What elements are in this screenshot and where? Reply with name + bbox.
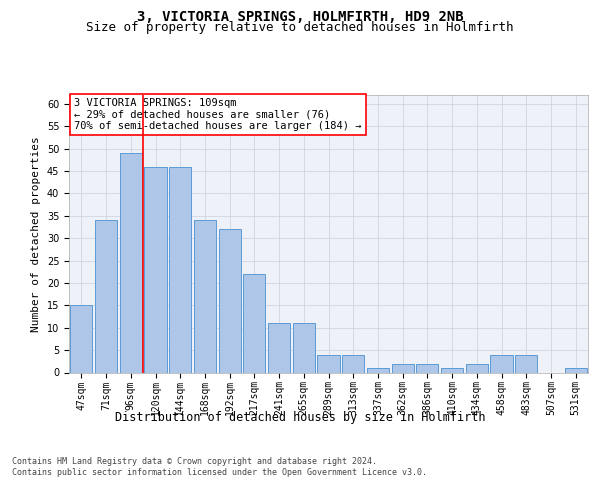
Bar bbox=[169, 166, 191, 372]
Bar bbox=[194, 220, 216, 372]
Bar bbox=[515, 354, 538, 372]
Y-axis label: Number of detached properties: Number of detached properties bbox=[31, 136, 41, 332]
Bar bbox=[218, 230, 241, 372]
Text: Contains HM Land Registry data © Crown copyright and database right 2024.
Contai: Contains HM Land Registry data © Crown c… bbox=[12, 458, 427, 477]
Bar bbox=[145, 166, 167, 372]
Text: Size of property relative to detached houses in Holmfirth: Size of property relative to detached ho… bbox=[86, 22, 514, 35]
Bar bbox=[243, 274, 265, 372]
Text: 3, VICTORIA SPRINGS, HOLMFIRTH, HD9 2NB: 3, VICTORIA SPRINGS, HOLMFIRTH, HD9 2NB bbox=[137, 10, 463, 24]
Bar bbox=[293, 324, 315, 372]
Bar bbox=[317, 354, 340, 372]
Bar bbox=[565, 368, 587, 372]
Bar bbox=[490, 354, 512, 372]
Bar bbox=[95, 220, 117, 372]
Bar bbox=[70, 306, 92, 372]
Bar bbox=[119, 153, 142, 372]
Bar bbox=[466, 364, 488, 372]
Bar bbox=[416, 364, 439, 372]
Bar bbox=[268, 324, 290, 372]
Bar bbox=[441, 368, 463, 372]
Text: 3 VICTORIA SPRINGS: 109sqm
← 29% of detached houses are smaller (76)
70% of semi: 3 VICTORIA SPRINGS: 109sqm ← 29% of deta… bbox=[74, 98, 362, 131]
Bar bbox=[342, 354, 364, 372]
Text: Distribution of detached houses by size in Holmfirth: Distribution of detached houses by size … bbox=[115, 411, 485, 424]
Bar bbox=[392, 364, 414, 372]
Bar bbox=[367, 368, 389, 372]
